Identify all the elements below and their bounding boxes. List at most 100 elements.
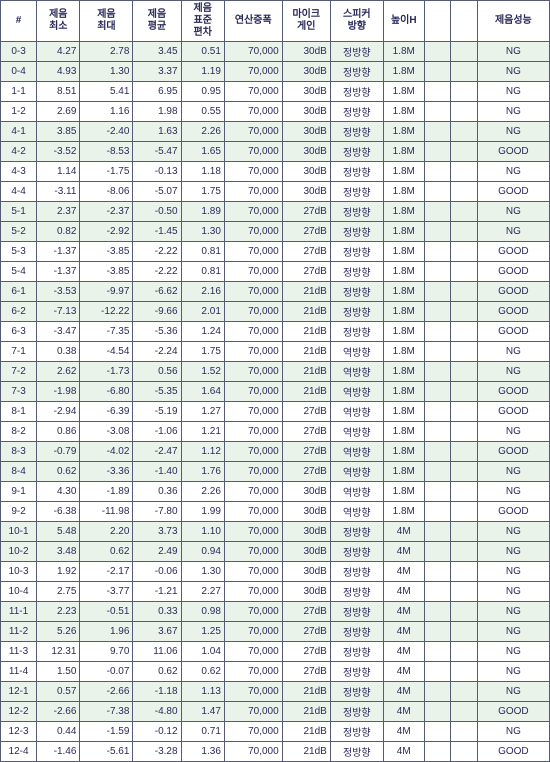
cell: -5.47 bbox=[133, 142, 181, 162]
cell: -3.47 bbox=[37, 322, 80, 342]
cell bbox=[451, 162, 477, 182]
cell bbox=[451, 742, 477, 762]
cell: 1.27 bbox=[181, 402, 224, 422]
cell: 1.8M bbox=[383, 342, 424, 362]
table-row: 8-20.86-3.08-1.061.2170,00027dB역방향1.8MNG bbox=[1, 422, 550, 442]
cell bbox=[451, 322, 477, 342]
cell: 27dB bbox=[282, 202, 330, 222]
cell: 역방향 bbox=[330, 442, 383, 462]
cell: 0.44 bbox=[37, 722, 80, 742]
table-row: 6-3-3.47-7.35-5.361.2470,00021dB정방향1.8MG… bbox=[1, 322, 550, 342]
cell: GOOD bbox=[477, 382, 549, 402]
cell: 9-2 bbox=[1, 502, 37, 522]
cell: -1.46 bbox=[37, 742, 80, 762]
cell: 70,000 bbox=[224, 442, 282, 462]
cell bbox=[424, 102, 450, 122]
cell bbox=[424, 602, 450, 622]
cell: 정방향 bbox=[330, 682, 383, 702]
cell: 1.8M bbox=[383, 42, 424, 62]
cell: 1.04 bbox=[181, 642, 224, 662]
cell: 0.36 bbox=[133, 482, 181, 502]
cell: 70,000 bbox=[224, 362, 282, 382]
cell: -0.79 bbox=[37, 442, 80, 462]
cell: 30dB bbox=[282, 562, 330, 582]
cell: 4-4 bbox=[1, 182, 37, 202]
cell bbox=[424, 702, 450, 722]
col-header-5: 연산증폭 bbox=[224, 1, 282, 42]
cell: 6.95 bbox=[133, 82, 181, 102]
cell: NG bbox=[477, 562, 549, 582]
cell bbox=[424, 62, 450, 82]
cell: 역방향 bbox=[330, 462, 383, 482]
cell bbox=[424, 742, 450, 762]
cell: 정방향 bbox=[330, 602, 383, 622]
table-header-row: #제음최소제음최대제음평균제음표준편차연산증폭마이크게인스피커방향높이H제음성능 bbox=[1, 1, 550, 42]
cell: 2.75 bbox=[37, 582, 80, 602]
cell: 1.98 bbox=[133, 102, 181, 122]
table-row: 10-31.92-2.17-0.061.3070,00030dB정방향4MNG bbox=[1, 562, 550, 582]
cell: 10-4 bbox=[1, 582, 37, 602]
cell bbox=[451, 362, 477, 382]
cell: 70,000 bbox=[224, 582, 282, 602]
cell: 역방향 bbox=[330, 342, 383, 362]
cell: 0.86 bbox=[37, 422, 80, 442]
cell: -3.53 bbox=[37, 282, 80, 302]
cell: 2.16 bbox=[181, 282, 224, 302]
col-header-4: 제음표준편차 bbox=[181, 1, 224, 42]
cell: 0.71 bbox=[181, 722, 224, 742]
cell: NG bbox=[477, 202, 549, 222]
table-row: 6-2-7.13-12.22-9.662.0170,00021dB정방향1.8M… bbox=[1, 302, 550, 322]
cell: 30dB bbox=[282, 82, 330, 102]
cell: 21dB bbox=[282, 722, 330, 742]
cell: -1.73 bbox=[80, 362, 133, 382]
cell: 정방향 bbox=[330, 282, 383, 302]
cell: -1.89 bbox=[80, 482, 133, 502]
cell: 70,000 bbox=[224, 622, 282, 642]
cell: -2.22 bbox=[133, 242, 181, 262]
cell: 70,000 bbox=[224, 222, 282, 242]
cell: 70,000 bbox=[224, 702, 282, 722]
cell bbox=[451, 542, 477, 562]
cell: GOOD bbox=[477, 742, 549, 762]
cell: 70,000 bbox=[224, 562, 282, 582]
cell: 2.20 bbox=[80, 522, 133, 542]
cell bbox=[424, 522, 450, 542]
col-header-9 bbox=[424, 1, 450, 42]
cell: 70,000 bbox=[224, 62, 282, 82]
cell: 1.8M bbox=[383, 162, 424, 182]
cell: 70,000 bbox=[224, 262, 282, 282]
cell: 70,000 bbox=[224, 322, 282, 342]
cell bbox=[451, 62, 477, 82]
cell bbox=[424, 302, 450, 322]
cell: 1.8M bbox=[383, 102, 424, 122]
cell: NG bbox=[477, 522, 549, 542]
table-row: 5-20.82-2.92-1.451.3070,00027dB정방향1.8MNG bbox=[1, 222, 550, 242]
cell: 1.8M bbox=[383, 242, 424, 262]
cell: 0.33 bbox=[133, 602, 181, 622]
cell: 정방향 bbox=[330, 642, 383, 662]
table-row: 4-31.14-1.75-0.131.1870,00030dB정방향1.8MNG bbox=[1, 162, 550, 182]
cell: 7-1 bbox=[1, 342, 37, 362]
cell: -2.22 bbox=[133, 262, 181, 282]
cell: 4.27 bbox=[37, 42, 80, 62]
cell: 0.94 bbox=[181, 542, 224, 562]
cell: 4M bbox=[383, 522, 424, 542]
cell: 0-4 bbox=[1, 62, 37, 82]
table-row: 8-1-2.94-6.39-5.191.2770,00027dB역방향1.8MG… bbox=[1, 402, 550, 422]
table-row: 9-2-6.38-11.98-7.801.9970,00030dB역방향1.8M… bbox=[1, 502, 550, 522]
cell bbox=[424, 422, 450, 442]
cell: 30dB bbox=[282, 522, 330, 542]
cell bbox=[451, 142, 477, 162]
cell bbox=[451, 102, 477, 122]
cell: 1.21 bbox=[181, 422, 224, 442]
cell: 27dB bbox=[282, 222, 330, 242]
cell bbox=[451, 482, 477, 502]
cell: 정방향 bbox=[330, 702, 383, 722]
cell: 8-4 bbox=[1, 462, 37, 482]
cell: 0.81 bbox=[181, 262, 224, 282]
cell: 정방향 bbox=[330, 662, 383, 682]
cell: 5-3 bbox=[1, 242, 37, 262]
cell bbox=[451, 682, 477, 702]
cell: 정방향 bbox=[330, 122, 383, 142]
table-row: 10-23.480.622.490.9470,00030dB정방향4MNG bbox=[1, 542, 550, 562]
